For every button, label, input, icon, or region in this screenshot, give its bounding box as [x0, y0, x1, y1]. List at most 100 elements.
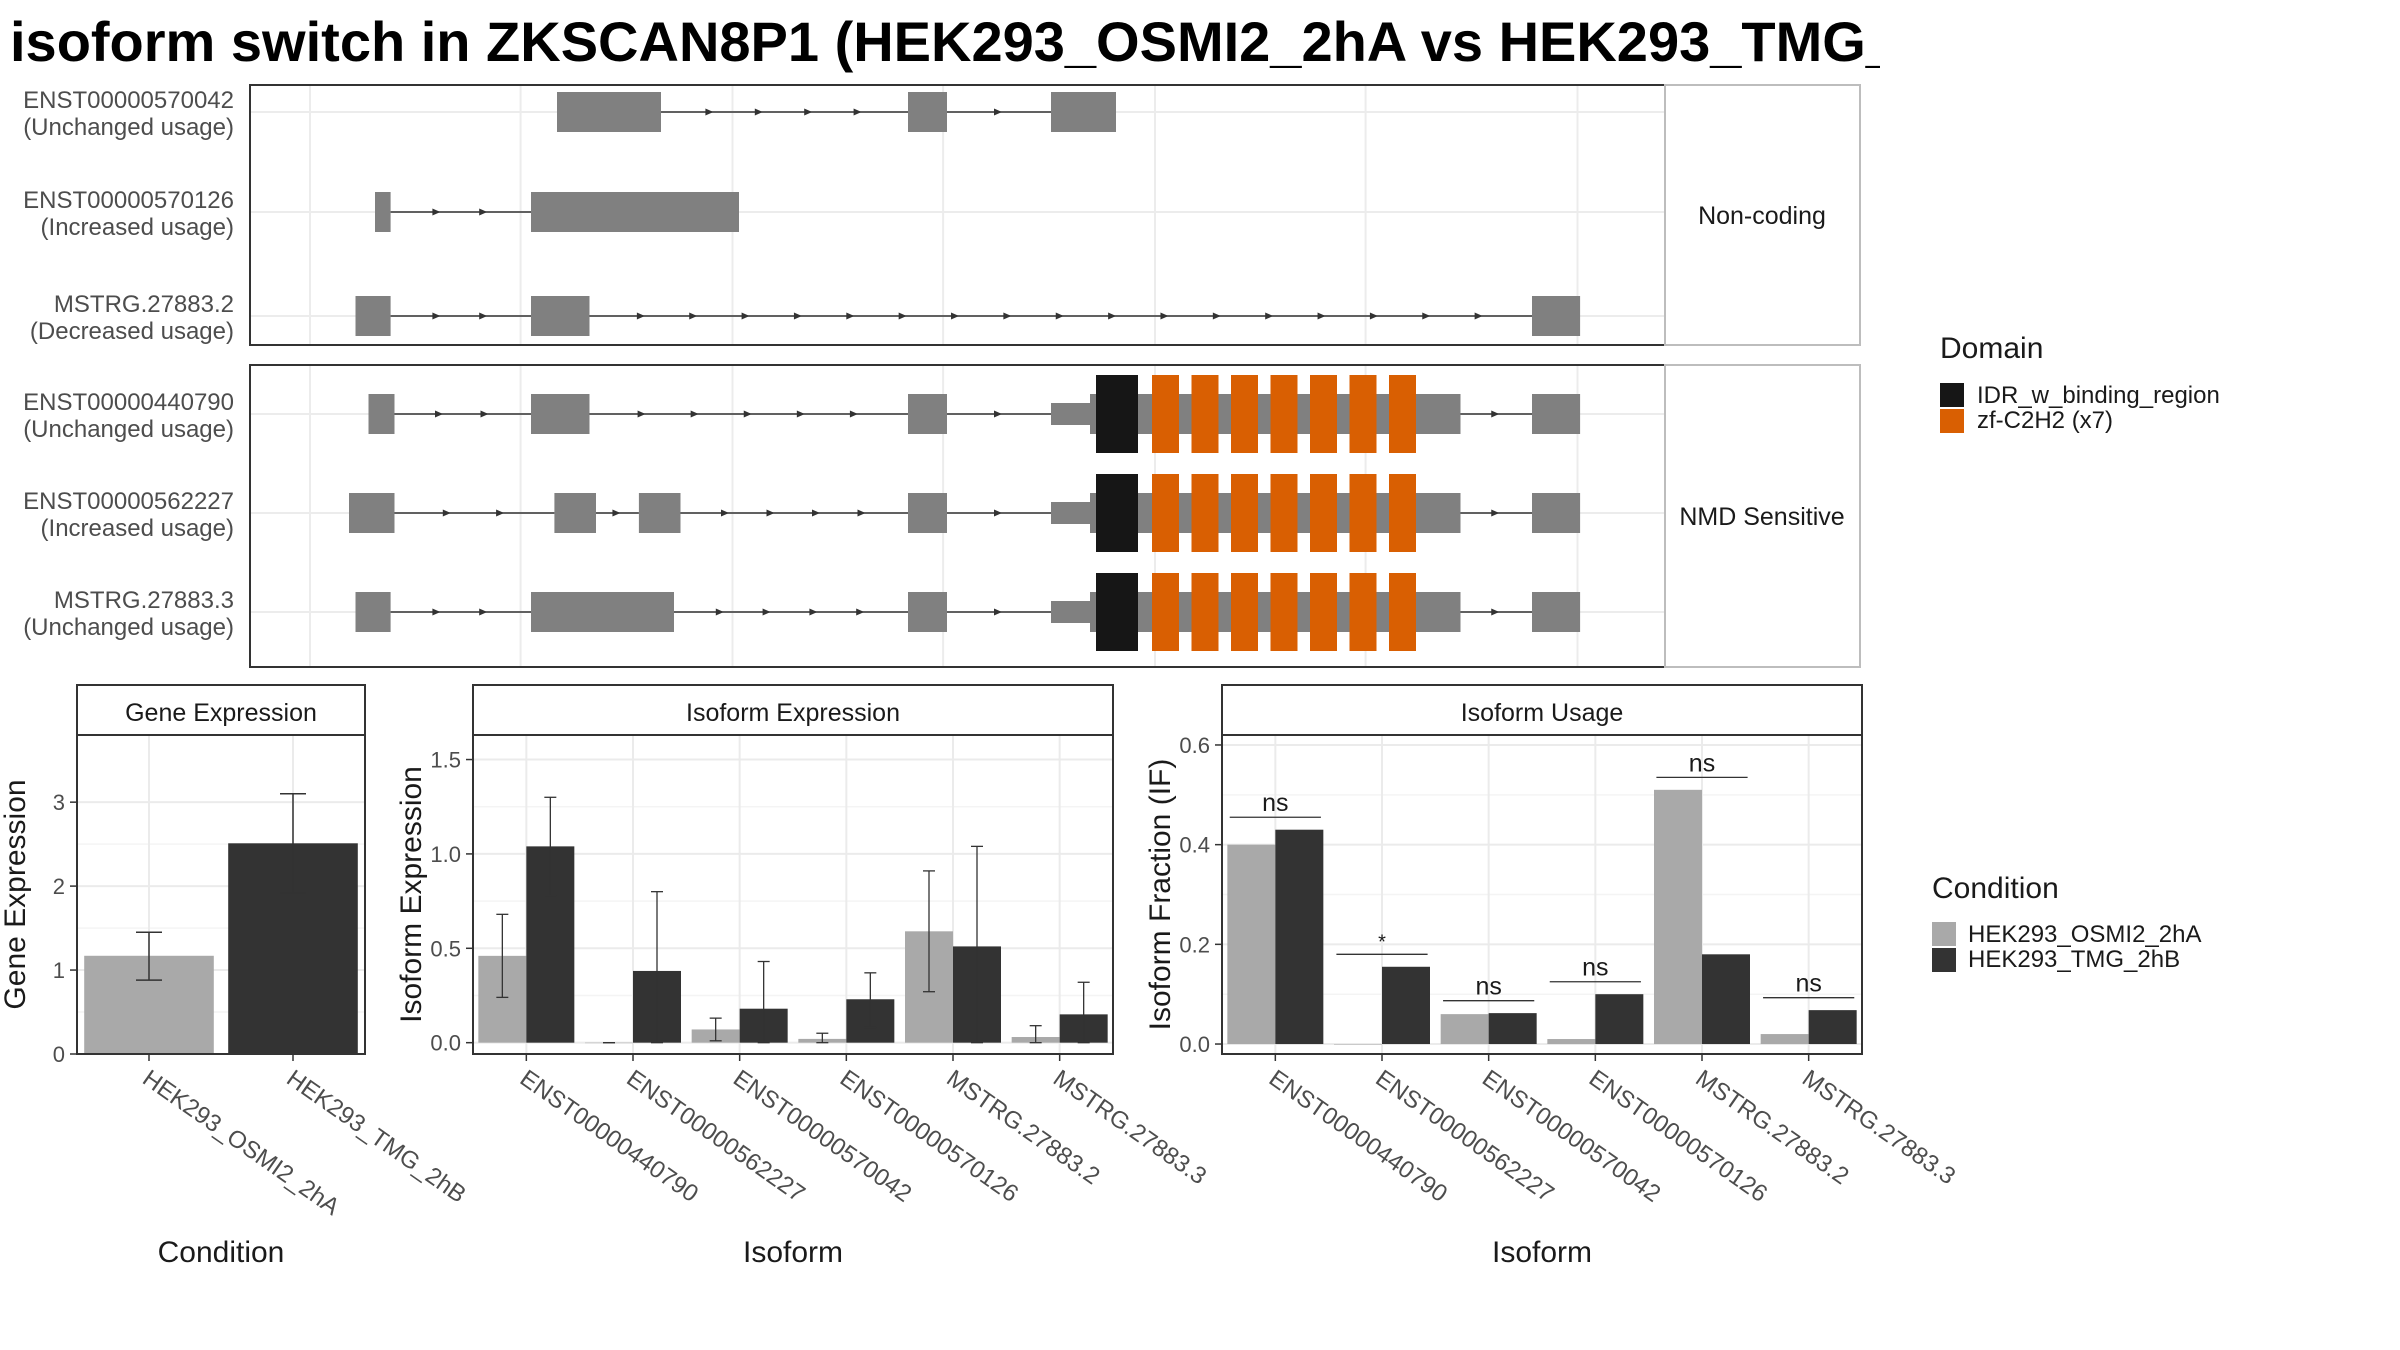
domain-zf-C2H2-block: [1389, 375, 1416, 453]
y-tick-label: 0: [53, 1042, 65, 1067]
condition-legend-key: [1932, 948, 1956, 972]
condition-legend-label: HEK293_OSMI2_2hA: [1968, 921, 2201, 948]
transcript-panel-bg: [250, 85, 1665, 345]
bar: [1334, 1044, 1382, 1045]
intron-arrow: [1265, 312, 1274, 320]
y-tick-label: 0.5: [430, 936, 461, 961]
intron-arrow: [1108, 312, 1117, 320]
exon-block: [1532, 592, 1581, 632]
exon-block: [1051, 92, 1116, 132]
chart-title: Isoform Expression: [686, 699, 900, 727]
intron-arrow: [766, 509, 775, 517]
intron-arrow: [1369, 312, 1378, 320]
intron-arrow: [496, 509, 505, 517]
exon-block: [557, 92, 661, 132]
bar: [1440, 1014, 1489, 1045]
domain-zf-C2H2-block: [1349, 474, 1377, 552]
condition-legend-key: [1932, 922, 1956, 946]
y-tick-label: 1.5: [430, 748, 461, 773]
chart-border: [76, 734, 366, 1055]
intron-arrow: [951, 312, 960, 320]
chart-strip: [1221, 684, 1863, 736]
intron-arrow: [1003, 312, 1012, 320]
transcript-id-label: MSTRG.27883.3: [54, 587, 234, 614]
transcript-id-label: ENST00000440790: [23, 389, 234, 416]
intron-arrow: [637, 410, 646, 418]
domain-legend-key: [1940, 409, 1964, 433]
significance-label: ns: [1689, 749, 1715, 777]
intron-arrow: [636, 312, 645, 320]
intron-arrow: [754, 108, 763, 116]
transcript-usage-label: (Increased usage): [41, 515, 234, 542]
intron-arrow: [705, 108, 714, 116]
domain-zf-C2H2-block: [1270, 573, 1298, 651]
domain-zf-C2H2-block: [1349, 573, 1377, 651]
domain-zf-C2H2-block: [1152, 474, 1179, 552]
domain-zf-C2H2-block: [1152, 573, 1179, 651]
domain-legend-label: zf-C2H2 (x7): [1977, 407, 2113, 434]
domain-zf-C2H2-block: [1191, 474, 1219, 552]
domain-zf-C2H2-block: [1270, 474, 1298, 552]
intron-arrow: [793, 312, 802, 320]
exon-block: [1532, 493, 1581, 533]
y-axis-title: Isoform Expression: [395, 766, 428, 1023]
bar: [1227, 844, 1276, 1045]
intron-arrow: [721, 509, 729, 517]
y-tick-label: 0.4: [1179, 833, 1210, 858]
x-axis-title: Isoform: [743, 1236, 843, 1269]
exon-block: [908, 92, 947, 132]
exon-block: [531, 592, 674, 632]
chart-border: [1221, 734, 1863, 1055]
x-tick-label: ENST00000562227: [622, 1065, 810, 1208]
intron-arrow: [1160, 312, 1169, 320]
domain-zf-C2H2-block: [1310, 474, 1337, 552]
intron-arrow: [1212, 312, 1221, 320]
intron-arrow: [994, 509, 1002, 517]
domain-zf-C2H2-block: [1191, 573, 1219, 651]
transcript-usage-label: (Decreased usage): [30, 318, 234, 345]
domain-zf-C2H2-block: [1310, 375, 1337, 453]
intron-arrow: [1317, 312, 1326, 320]
exon-block: [531, 192, 739, 232]
domain-legend-label: IDR_w_binding_region: [1977, 382, 2220, 409]
intron-arrow: [715, 608, 724, 616]
intron-arrow: [1491, 509, 1500, 517]
x-tick-label: ENST00000562227: [1371, 1065, 1559, 1208]
exon-block: [1051, 502, 1090, 524]
exon-block: [1415, 493, 1461, 533]
transcript-id-label: ENST00000570126: [23, 187, 234, 214]
domain-zf-C2H2-block: [1231, 375, 1258, 453]
x-tick-label: ENST00000440790: [515, 1065, 703, 1208]
domain-zf-C2H2-block: [1349, 375, 1377, 453]
exon-block: [908, 493, 947, 533]
domain-zf-C2H2-block: [1389, 474, 1416, 552]
intron-arrow: [479, 608, 488, 616]
intron-arrow: [762, 608, 771, 616]
bar: [1547, 1039, 1596, 1045]
domain-zf-C2H2-block: [1270, 375, 1298, 453]
intron-arrow: [432, 608, 441, 616]
chart-strip: [472, 684, 1114, 736]
intron-arrow: [479, 208, 488, 216]
intron-arrow: [812, 509, 820, 517]
domain-IDR-block: [1096, 573, 1138, 651]
intron-arrow: [432, 208, 441, 216]
bar: [1702, 954, 1750, 1045]
chart-title: Isoform Usage: [1461, 699, 1624, 727]
page-title: isoform switch in ZKSCAN8P1 (HEK293_OSMI…: [10, 10, 1880, 73]
intron-arrow: [809, 608, 818, 616]
domain-zf-C2H2-block: [1310, 573, 1337, 651]
intron-arrow: [994, 108, 1002, 116]
exon-block: [908, 394, 947, 434]
facet-strip-label: NMD Sensitive: [1679, 503, 1844, 531]
domain-zf-C2H2-block: [1191, 375, 1219, 453]
domain-zf-C2H2-block: [1152, 375, 1179, 453]
intron-arrow: [1491, 608, 1500, 616]
domain-legend-title: Domain: [1940, 332, 2043, 365]
transcript-usage-label: (Unchanged usage): [23, 416, 234, 443]
intron-arrow: [994, 410, 1002, 418]
significance-label: ns: [1795, 970, 1821, 998]
intron-arrow: [435, 410, 443, 418]
facet-strip: [1664, 364, 1861, 668]
exon-block: [1532, 394, 1581, 434]
